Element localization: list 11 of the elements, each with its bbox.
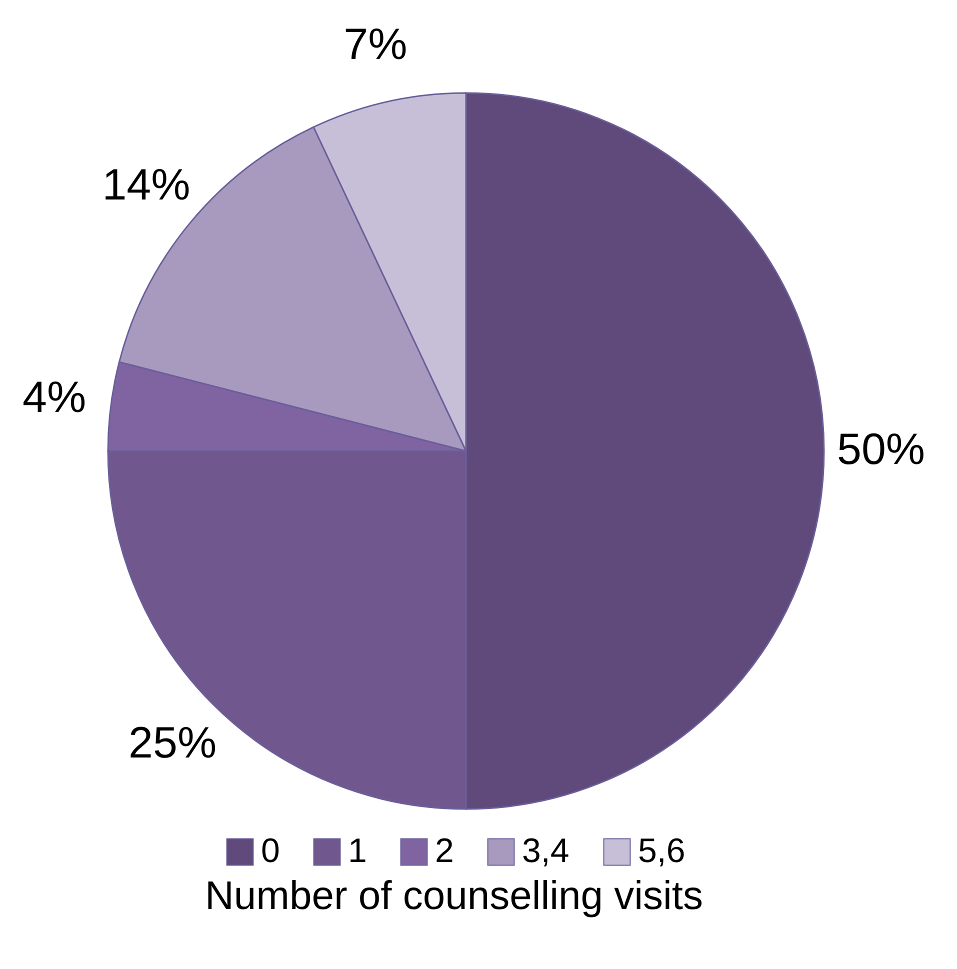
- data-label: 4%: [22, 372, 86, 422]
- legend-label: 3,4: [522, 832, 570, 870]
- legend-label: 5,6: [638, 832, 686, 870]
- data-label: 14%: [102, 160, 190, 210]
- legend-title: Number of counselling visits: [205, 874, 703, 918]
- data-label: 25%: [128, 718, 217, 768]
- data-label: 50%: [836, 425, 926, 474]
- legend-label: 1: [348, 832, 367, 870]
- data-label: 7%: [344, 20, 408, 69]
- legend-label: 0: [261, 832, 280, 870]
- legend-label: 2: [435, 832, 454, 870]
